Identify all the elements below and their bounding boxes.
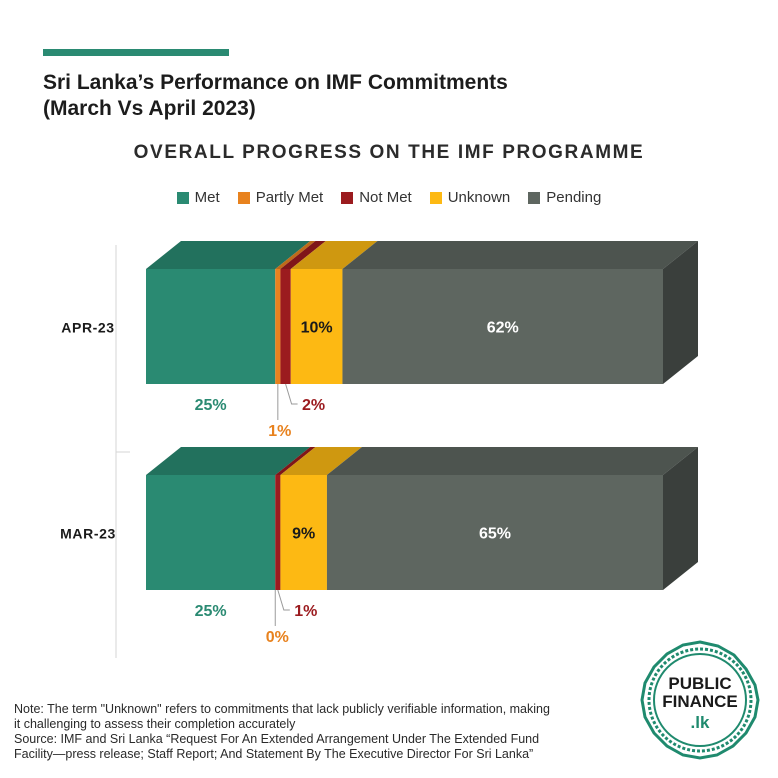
data-label-partly-met-mar-23: 0% (266, 629, 289, 646)
source-line2: Facility—press release; Staff Report; An… (14, 747, 534, 761)
page-title-line1: Sri Lanka’s Performance on IMF Commitmen… (43, 71, 508, 94)
data-label-met-apr-23: 25% (195, 397, 227, 414)
bar-top-pending-mar-23 (326, 447, 698, 475)
note-line1: Note: The term "Unknown" refers to commi… (14, 702, 550, 716)
legend-swatch-pending (528, 191, 541, 204)
bar-not-met-mar-23 (275, 475, 281, 590)
page-title-line2: (March Vs April 2023) (43, 97, 256, 120)
legend-label-met: Met (194, 189, 220, 206)
legend-item-unknown: Unknown (429, 189, 511, 206)
data-label-not-met-apr-23: 2% (302, 397, 325, 414)
legend-swatch-partly-met (237, 191, 250, 204)
legend-item-pending: Pending (528, 189, 601, 206)
bar-top-partly-met-apr-23 (275, 241, 316, 269)
legend-label-unknown: Unknown (447, 189, 511, 206)
legend-swatch-unknown (429, 191, 442, 204)
legend-swatch-not-met (341, 191, 354, 204)
data-label-unknown-apr-23: 10% (301, 320, 333, 337)
chart-legend: Met Partly Met Not Met Unknown Pending (0, 189, 778, 206)
accent-bar (43, 49, 229, 56)
leader-not-met-apr-23 (285, 383, 298, 405)
bar-side-mar-23 (663, 447, 698, 590)
legend-item-met: Met (176, 189, 220, 206)
note-line2: it challenging to assess their completio… (14, 717, 296, 731)
bar-top-unknown-mar-23 (280, 447, 362, 475)
bar-pending-apr-23 (342, 269, 663, 384)
bar-top-pending-apr-23 (342, 241, 698, 269)
legend-label-pending: Pending (546, 189, 602, 206)
leader-not-met-mar-23 (277, 589, 290, 611)
data-label-unknown-mar-23: 9% (292, 526, 315, 543)
stacked-bar-chart: APR-23 25% 1% 2% 10% 62% MAR-23 25% 0% 1% 9% 65% (60, 241, 698, 658)
public-finance-logo: PUBLIC FINANCE .lk (640, 640, 760, 760)
logo-pattern-ring (647, 647, 753, 753)
bar-top-met-apr-23 (146, 241, 311, 269)
logo-inner-ring (653, 653, 747, 747)
data-label-pending-mar-23: 65% (479, 526, 511, 543)
bar-unknown-mar-23 (280, 475, 327, 590)
category-label-apr-23: APR-23 (61, 320, 114, 336)
logo-badge-outline (640, 640, 760, 760)
bar-side-apr-23 (663, 241, 698, 384)
bar-pending-mar-23 (326, 475, 663, 590)
category-label-mar-23: MAR-23 (60, 526, 116, 542)
data-label-partly-met-apr-23: 1% (268, 423, 291, 440)
source-line1: Source: IMF and Sri Lanka “Request For A… (14, 732, 540, 746)
data-label-not-met-mar-23: 1% (294, 603, 317, 620)
bar-top-not-met-mar-23 (275, 447, 316, 475)
page-title: Sri Lanka’s Performance on IMF Commitmen… (43, 70, 603, 122)
bar-unknown-apr-23 (290, 269, 343, 384)
bar-partly-met-apr-23 (275, 269, 281, 384)
legend-item-not-met: Not Met (341, 189, 412, 206)
legend-item-partly-met: Partly Met (237, 189, 324, 206)
bar-not-met-apr-23 (280, 269, 291, 384)
data-label-met-mar-23: 25% (195, 603, 227, 620)
bar-met-apr-23 (146, 269, 276, 384)
logo-line2: FINANCE (662, 692, 738, 711)
legend-swatch-met (176, 191, 189, 204)
logo-line1: PUBLIC (668, 674, 731, 693)
bar-top-unknown-apr-23 (290, 241, 378, 269)
bar-met-mar-23 (146, 475, 276, 590)
bar-top-met-mar-23 (146, 447, 311, 475)
bar-top-not-met-apr-23 (280, 241, 326, 269)
legend-label-not-met: Not Met (359, 189, 412, 206)
footnote: Note: The term "Unknown" refers to commi… (14, 702, 614, 762)
legend-label-partly-met: Partly Met (255, 189, 324, 206)
chart-title: OVERALL PROGRESS ON THE IMF PROGRAMME (133, 142, 645, 163)
data-label-pending-apr-23: 62% (487, 320, 519, 337)
logo-line3: .lk (691, 713, 710, 732)
